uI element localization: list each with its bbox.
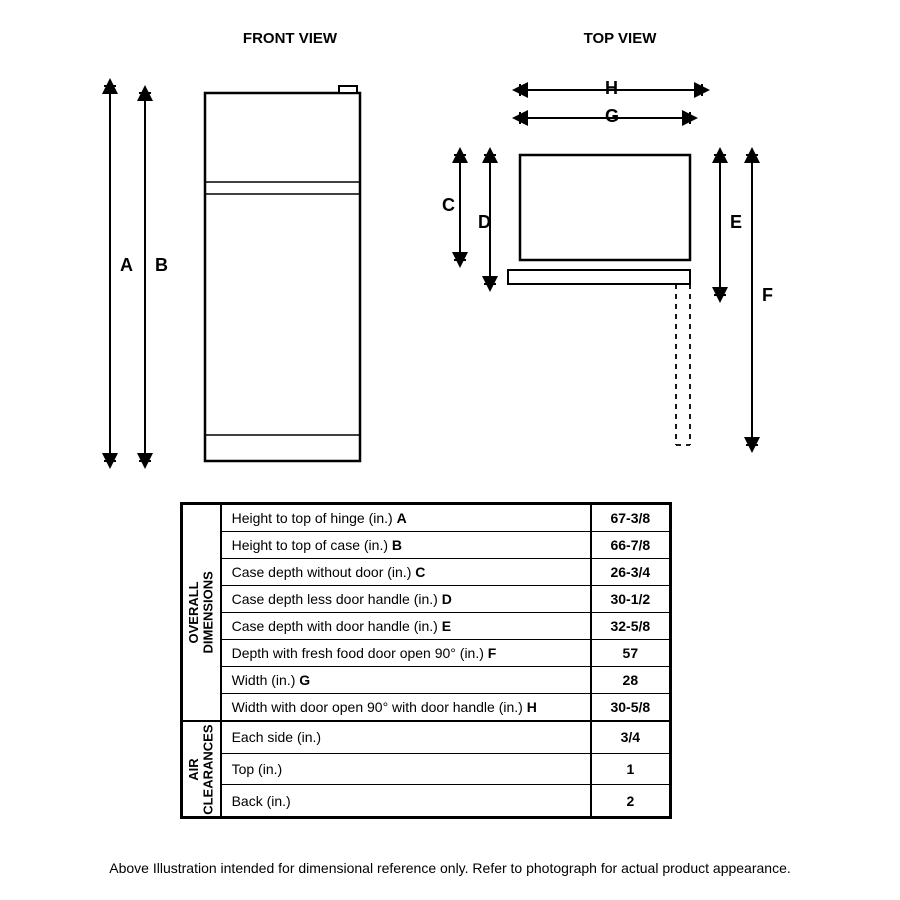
- dimension-value: 28: [591, 667, 671, 694]
- dimension-desc: Height to top of case (in.) B: [221, 532, 591, 559]
- clearance-desc: Back (in.): [221, 785, 591, 818]
- table-row: Top (in.)1: [182, 753, 671, 785]
- dimension-desc: Case depth without door (in.) C: [221, 559, 591, 586]
- label-H: H: [605, 78, 618, 99]
- table-row: AIRCLEARANCESEach side (in.)3/4: [182, 721, 671, 753]
- front-view-title: FRONT VIEW: [230, 30, 350, 47]
- dimension-value: 26-3/4: [591, 559, 671, 586]
- dimension-value: 57: [591, 640, 671, 667]
- top-view-diagram: [440, 70, 770, 470]
- dimension-desc: Case depth with door handle (in.) E: [221, 613, 591, 640]
- dimension-desc: Height to top of hinge (in.) A: [221, 504, 591, 532]
- section-overall-dimensions: OVERALLDIMENSIONS: [182, 504, 221, 722]
- dimension-value: 67-3/8: [591, 504, 671, 532]
- dimension-desc: Case depth less door handle (in.) D: [221, 586, 591, 613]
- front-view-diagram: [90, 70, 400, 470]
- table-row: Width with door open 90° with door handl…: [182, 694, 671, 722]
- table-row: OVERALLDIMENSIONSHeight to top of hinge …: [182, 504, 671, 532]
- dimension-desc: Width (in.) G: [221, 667, 591, 694]
- label-F: F: [762, 285, 773, 306]
- clearance-value: 3/4: [591, 721, 671, 753]
- dimension-value: 32-5/8: [591, 613, 671, 640]
- clearance-desc: Top (in.): [221, 753, 591, 785]
- dimensions-table: OVERALLDIMENSIONSHeight to top of hinge …: [180, 502, 672, 819]
- label-C: C: [442, 195, 455, 216]
- label-G: G: [605, 106, 619, 127]
- table-row: Case depth less door handle (in.) D30-1/…: [182, 586, 671, 613]
- table-row: Back (in.)2: [182, 785, 671, 818]
- clearance-value: 2: [591, 785, 671, 818]
- clearance-desc: Each side (in.): [221, 721, 591, 753]
- label-A: A: [120, 255, 133, 276]
- dimension-value: 30-1/2: [591, 586, 671, 613]
- section-air-clearances: AIRCLEARANCES: [182, 721, 221, 818]
- label-B: B: [155, 255, 168, 276]
- footnote-text: Above Illustration intended for dimensio…: [20, 860, 880, 876]
- dimension-value: 30-5/8: [591, 694, 671, 722]
- table-row: Height to top of case (in.) B66-7/8: [182, 532, 671, 559]
- table-row: Depth with fresh food door open 90° (in.…: [182, 640, 671, 667]
- clearance-value: 1: [591, 753, 671, 785]
- dimension-value: 66-7/8: [591, 532, 671, 559]
- table-row: Width (in.) G28: [182, 667, 671, 694]
- table-row: Case depth with door handle (in.) E32-5/…: [182, 613, 671, 640]
- label-D: D: [478, 212, 491, 233]
- dimension-desc: Width with door open 90° with door handl…: [221, 694, 591, 722]
- table-row: Case depth without door (in.) C26-3/4: [182, 559, 671, 586]
- top-view-title: TOP VIEW: [560, 30, 680, 47]
- label-E: E: [730, 212, 742, 233]
- dimension-desc: Depth with fresh food door open 90° (in.…: [221, 640, 591, 667]
